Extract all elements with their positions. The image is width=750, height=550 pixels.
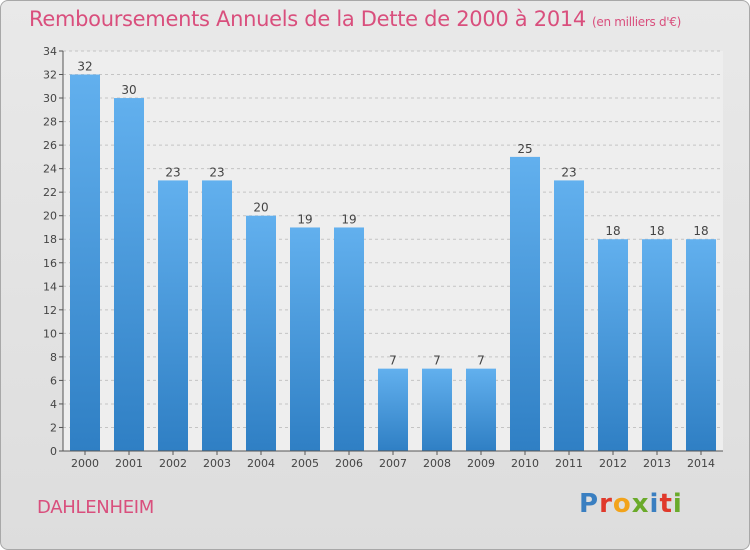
data-label: 19 [341,212,356,226]
x-tick-label: 2013 [643,457,671,470]
y-tick-label: 28 [43,116,57,129]
x-tick-label: 2010 [511,457,539,470]
x-tick-label: 2008 [423,457,451,470]
bar [158,180,188,452]
logo-letter: P [579,489,600,519]
bar [422,368,452,451]
bar [334,227,364,451]
data-label: 32 [77,60,92,74]
x-tick-label: 2009 [467,457,495,470]
y-tick-label: 10 [43,327,57,340]
data-label: 7 [389,354,397,368]
x-tick-label: 2007 [379,457,407,470]
logo-letter: r [599,489,613,519]
y-tick-label: 30 [43,92,57,105]
x-tick-label: 2004 [247,457,275,470]
x-tick-label: 2014 [687,457,715,470]
data-label: 23 [209,165,224,179]
bar [70,74,100,451]
y-tick-label: 0 [50,445,57,458]
y-tick-label: 4 [50,398,57,411]
y-tick-label: 18 [43,233,57,246]
bar [202,180,232,452]
y-tick-label: 24 [43,163,57,176]
bar [642,239,672,451]
y-tick-label: 12 [43,304,57,317]
data-label: 7 [477,354,485,368]
logo-letter: i [649,489,660,519]
bar [554,180,584,452]
chart-title: Remboursements Annuels de la Dette de 20… [29,7,681,31]
y-tick-label: 20 [43,210,57,223]
y-tick-label: 6 [50,374,57,387]
data-label: 18 [605,224,620,238]
y-tick-label: 26 [43,139,57,152]
bar [378,368,408,451]
data-label: 7 [433,354,441,368]
bar [246,215,276,451]
data-label: 30 [121,83,136,97]
y-tick-label: 34 [43,45,57,58]
data-label: 18 [693,224,708,238]
x-tick-label: 2011 [555,457,583,470]
logo-letter: i [672,489,683,519]
x-tick-label: 2000 [71,457,99,470]
bar [290,227,320,451]
data-label: 23 [561,165,576,179]
commune-name: DAHLENHEIM [37,497,155,518]
data-label: 18 [649,224,664,238]
y-tick-label: 2 [50,421,57,434]
x-tick-label: 2001 [115,457,143,470]
chart-unit: (en milliers d'€) [592,15,682,29]
data-label: 19 [297,212,312,226]
y-tick-label: 8 [50,351,57,364]
y-tick-label: 16 [43,257,57,270]
bar [686,239,716,451]
logo-letter: o [612,489,632,519]
bar [466,368,496,451]
x-tick-label: 2002 [159,457,187,470]
bar [510,156,540,451]
logo-letter: x [631,489,650,519]
x-tick-label: 2012 [599,457,627,470]
x-tick-label: 2003 [203,457,231,470]
proxiti-logo: Proxiti [579,489,683,519]
data-label: 23 [165,165,180,179]
x-tick-label: 2006 [335,457,363,470]
logo-letter: t [659,489,673,519]
y-tick-label: 22 [43,186,57,199]
x-tick-label: 2005 [291,457,319,470]
data-label: 25 [517,142,532,156]
y-tick-label: 32 [43,69,57,82]
chart-title-text: Remboursements Annuels de la Dette de 20… [29,7,586,31]
bar [598,239,628,451]
data-label: 20 [253,201,268,215]
bar [114,98,144,451]
y-tick-label: 14 [43,280,57,293]
